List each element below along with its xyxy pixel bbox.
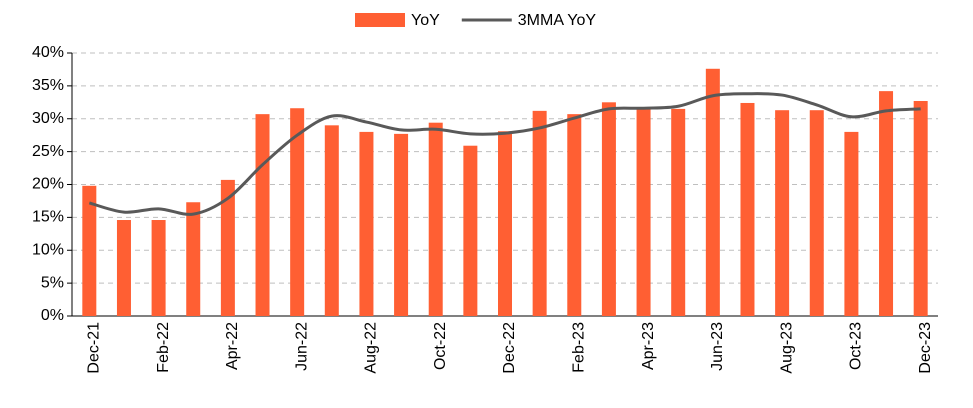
legend-label: YoY bbox=[411, 12, 440, 29]
bar bbox=[775, 110, 790, 316]
bar bbox=[394, 133, 409, 316]
x-tick-label: Aug-23 bbox=[778, 322, 795, 374]
bar bbox=[705, 68, 720, 316]
y-tick-label: 25% bbox=[32, 143, 64, 160]
x-tick-label: Dec-22 bbox=[501, 322, 518, 374]
bar bbox=[116, 220, 131, 316]
x-tick-label: Jun-23 bbox=[709, 322, 726, 371]
bar bbox=[844, 131, 859, 316]
bar bbox=[601, 102, 616, 316]
bar bbox=[532, 110, 547, 316]
x-tick-label: Oct-23 bbox=[848, 322, 865, 370]
bar bbox=[498, 131, 512, 316]
x-tick-label: Aug-22 bbox=[363, 322, 380, 374]
bar bbox=[740, 102, 755, 316]
bar bbox=[428, 122, 443, 316]
y-tick-label: 35% bbox=[32, 77, 64, 94]
x-tick-label: Apr-22 bbox=[224, 322, 241, 370]
y-tick-label: 0% bbox=[41, 307, 64, 324]
bar bbox=[186, 202, 201, 316]
y-tick-label: 30% bbox=[32, 110, 64, 127]
x-tick-label: Feb-23 bbox=[570, 322, 587, 373]
x-tick-label: Oct-22 bbox=[432, 322, 449, 370]
line bbox=[88, 92, 921, 216]
bar bbox=[255, 114, 270, 317]
x-tick-label: Jun-22 bbox=[293, 322, 310, 371]
bar bbox=[324, 125, 339, 316]
legend-swatch bbox=[355, 13, 405, 27]
bar bbox=[463, 145, 478, 316]
x-tick-label: Apr-23 bbox=[640, 322, 657, 370]
bar bbox=[671, 108, 686, 316]
bar bbox=[567, 114, 582, 317]
bar bbox=[636, 108, 651, 316]
bar bbox=[220, 179, 235, 316]
bar bbox=[151, 220, 166, 316]
bar bbox=[879, 91, 894, 316]
bar bbox=[359, 131, 374, 316]
y-tick-label: 10% bbox=[32, 241, 64, 258]
y-tick-label: 15% bbox=[32, 209, 64, 226]
x-tick-label: Feb-22 bbox=[155, 322, 172, 373]
y-tick-label: 20% bbox=[32, 176, 64, 193]
bar bbox=[809, 110, 824, 316]
y-tick-label: 5% bbox=[41, 274, 64, 291]
bar bbox=[290, 108, 305, 316]
x-tick-label: Dec-21 bbox=[86, 322, 103, 374]
bar bbox=[913, 100, 928, 316]
legend-label: 3MMA YoY bbox=[518, 12, 597, 29]
y-tick-label: 40% bbox=[32, 44, 64, 61]
bar bbox=[82, 185, 97, 316]
x-tick-label: Dec-23 bbox=[917, 322, 934, 374]
